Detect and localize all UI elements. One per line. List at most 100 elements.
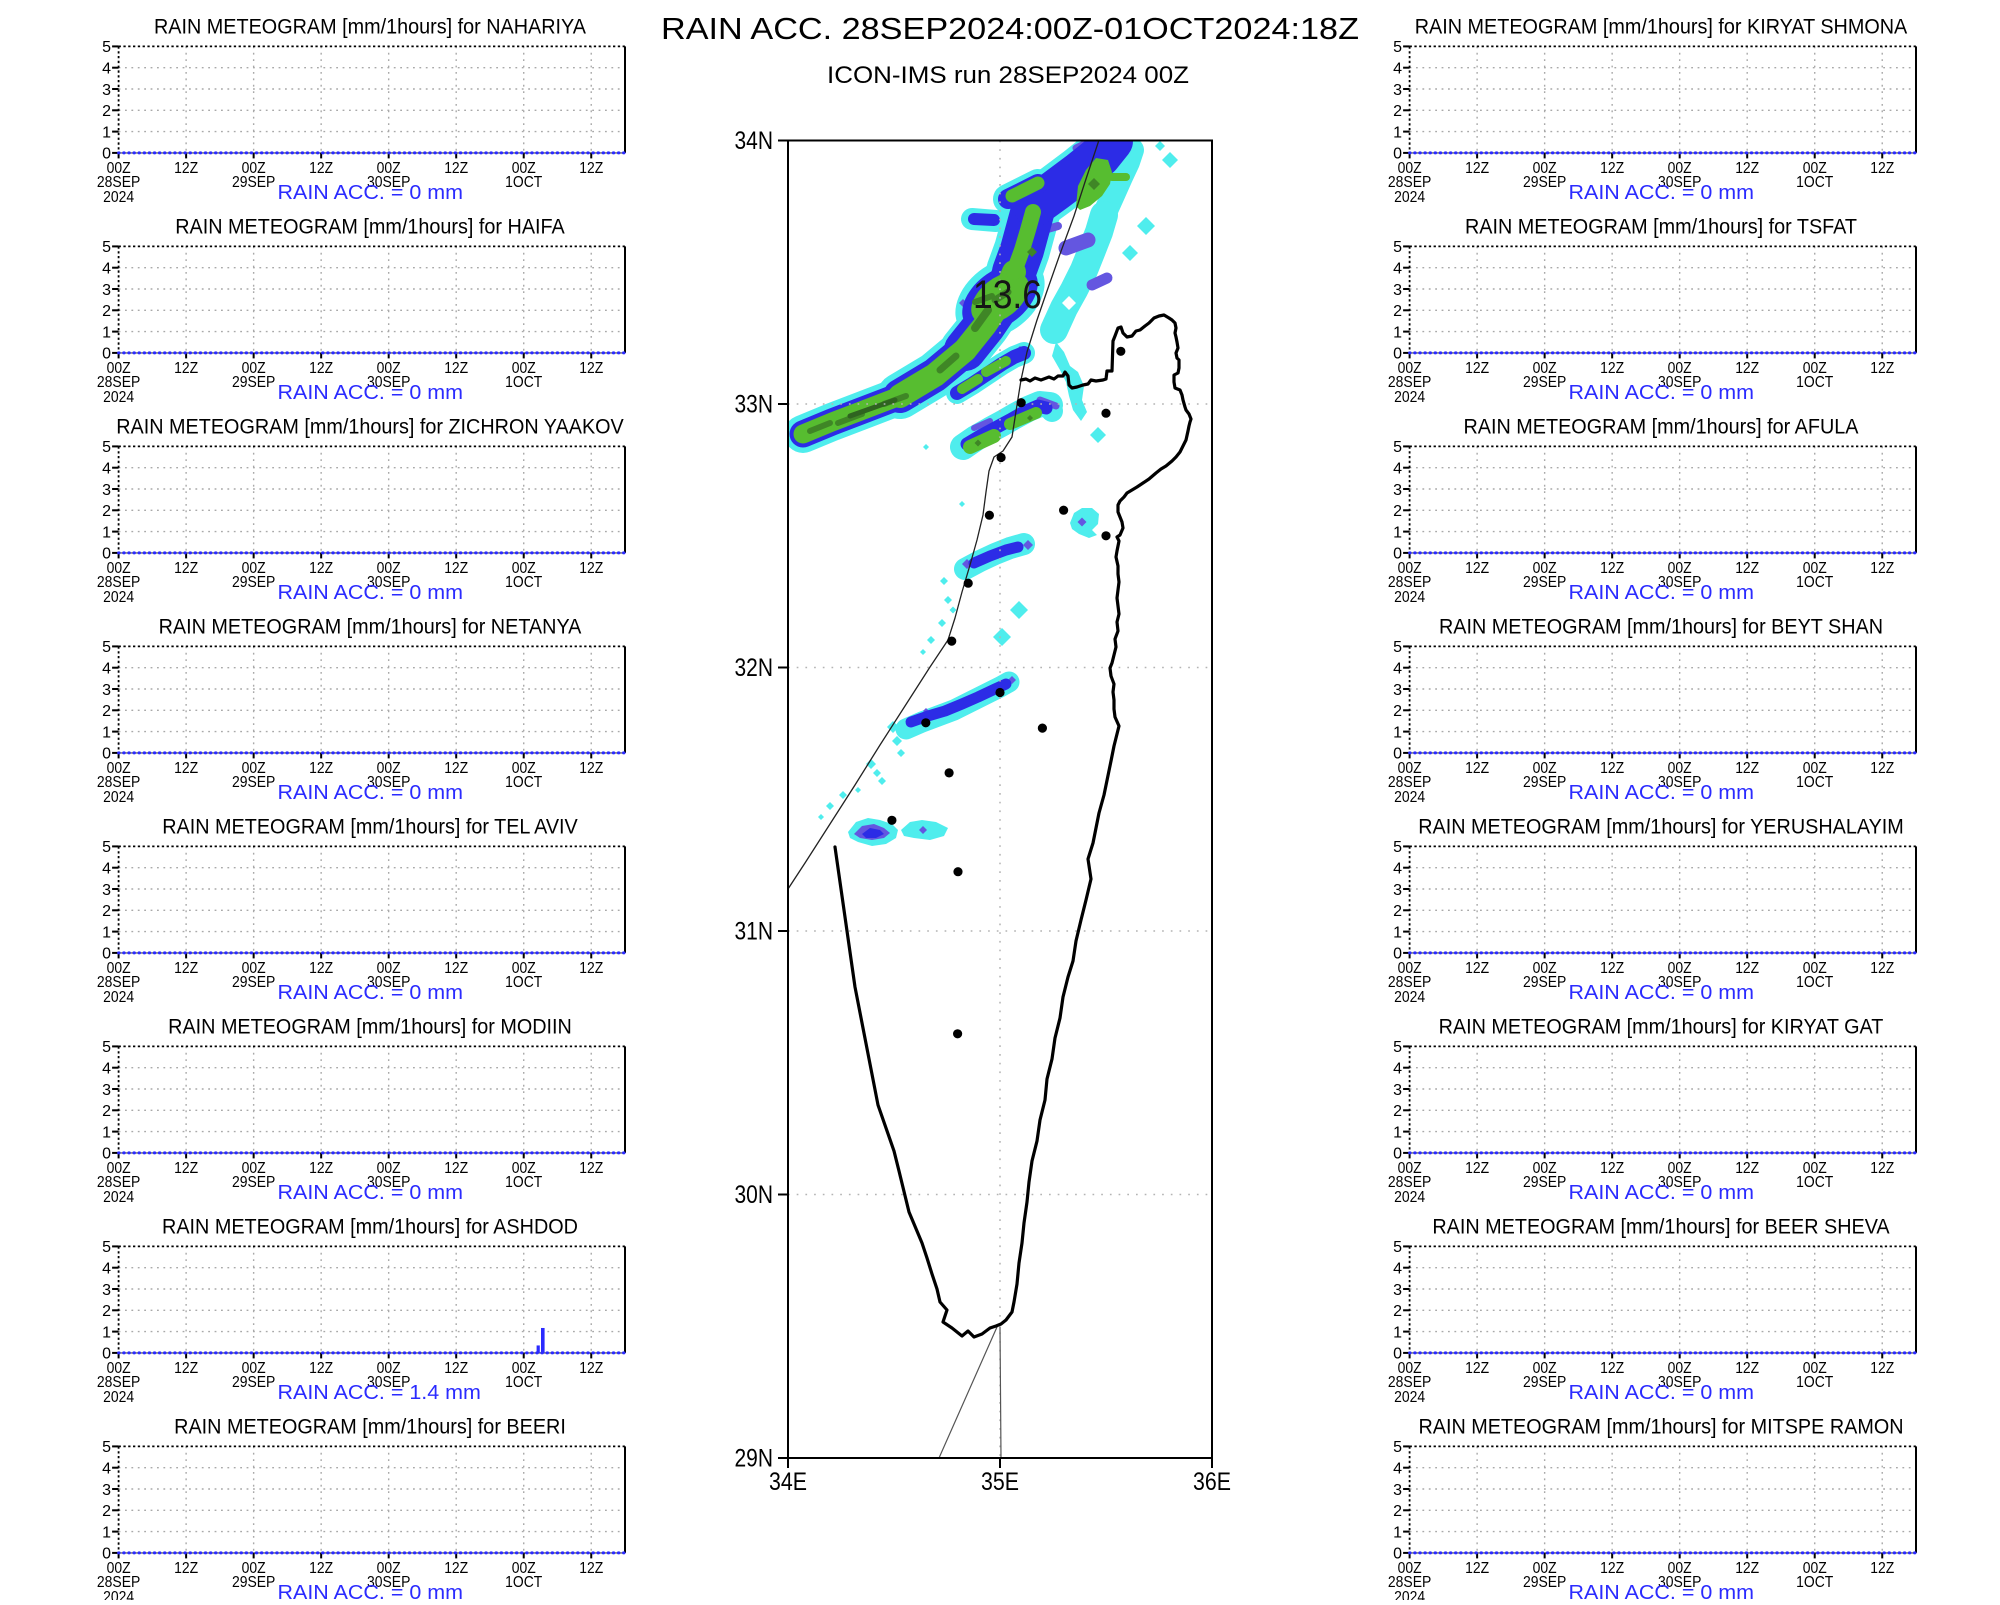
svg-text:00Z: 00Z xyxy=(1668,1560,1692,1577)
svg-text:1OCT: 1OCT xyxy=(1796,574,1834,591)
svg-text:12Z: 12Z xyxy=(309,1160,333,1177)
svg-text:RAIN METEOGRAM [mm/1hours] for: RAIN METEOGRAM [mm/1hours] for YERUSHALA… xyxy=(1418,816,1904,839)
svg-text:3: 3 xyxy=(102,282,111,299)
svg-text:1OCT: 1OCT xyxy=(505,1374,543,1391)
svg-text:2: 2 xyxy=(1393,103,1402,120)
svg-text:33N: 33N xyxy=(735,391,774,419)
svg-text:30SEP: 30SEP xyxy=(367,374,410,391)
svg-text:28SEP: 28SEP xyxy=(1388,174,1431,191)
svg-text:1: 1 xyxy=(1393,1324,1402,1341)
svg-text:1: 1 xyxy=(102,724,111,741)
svg-text:2: 2 xyxy=(102,503,111,520)
svg-text:29SEP: 29SEP xyxy=(232,1174,275,1191)
svg-text:12Z: 12Z xyxy=(1735,960,1759,977)
svg-text:1: 1 xyxy=(102,924,111,941)
svg-text:3: 3 xyxy=(1393,1482,1402,1499)
svg-text:RAIN ACC. 28SEP2024:00Z-01OCT2: RAIN ACC. 28SEP2024:00Z-01OCT2024:18Z xyxy=(661,11,1359,46)
svg-text:12Z: 12Z xyxy=(1465,360,1489,377)
svg-text:12Z: 12Z xyxy=(579,960,603,977)
svg-text:RAIN ACC. = 0 mm: RAIN ACC. = 0 mm xyxy=(1569,1382,1755,1404)
svg-text:00Z: 00Z xyxy=(1803,1160,1827,1177)
svg-text:1OCT: 1OCT xyxy=(505,1174,543,1191)
svg-text:29SEP: 29SEP xyxy=(232,774,275,791)
svg-text:12Z: 12Z xyxy=(444,560,468,577)
svg-text:28SEP: 28SEP xyxy=(1388,974,1431,991)
svg-text:4: 4 xyxy=(1393,1461,1402,1478)
svg-text:00Z: 00Z xyxy=(242,1160,266,1177)
svg-text:4: 4 xyxy=(102,1061,111,1078)
svg-text:32N: 32N xyxy=(735,654,774,682)
svg-text:RAIN ACC. = 1.4 mm: RAIN ACC. = 1.4 mm xyxy=(278,1382,481,1404)
svg-text:12Z: 12Z xyxy=(1735,160,1759,177)
svg-text:00Z: 00Z xyxy=(1533,360,1557,377)
svg-text:00Z: 00Z xyxy=(1803,360,1827,377)
svg-text:3: 3 xyxy=(1393,682,1402,699)
svg-text:00Z: 00Z xyxy=(1398,1160,1422,1177)
svg-text:RAIN METEOGRAM [mm/1hours] for: RAIN METEOGRAM [mm/1hours] for BEER SHEV… xyxy=(1432,1216,1889,1239)
svg-text:29SEP: 29SEP xyxy=(1523,374,1566,391)
svg-text:00Z: 00Z xyxy=(107,160,131,177)
svg-text:1OCT: 1OCT xyxy=(1796,1174,1834,1191)
svg-text:30SEP: 30SEP xyxy=(1658,1574,1701,1591)
svg-text:00Z: 00Z xyxy=(1533,1160,1557,1177)
svg-text:2024: 2024 xyxy=(103,1189,134,1206)
svg-text:12Z: 12Z xyxy=(1870,360,1894,377)
svg-text:2024: 2024 xyxy=(103,789,134,806)
svg-text:12Z: 12Z xyxy=(1465,1160,1489,1177)
svg-text:00Z: 00Z xyxy=(377,960,401,977)
svg-text:12Z: 12Z xyxy=(174,360,198,377)
svg-text:00Z: 00Z xyxy=(512,160,536,177)
svg-text:1OCT: 1OCT xyxy=(505,1574,543,1591)
svg-text:30SEP: 30SEP xyxy=(367,1574,410,1591)
svg-text:0: 0 xyxy=(102,346,111,363)
svg-text:5: 5 xyxy=(102,1039,111,1056)
svg-text:RAIN METEOGRAM [mm/1hours] for: RAIN METEOGRAM [mm/1hours] for NAHARIYA xyxy=(154,16,586,39)
svg-text:4: 4 xyxy=(1393,861,1402,878)
svg-text:3: 3 xyxy=(1393,1282,1402,1299)
svg-text:30SEP: 30SEP xyxy=(1658,774,1701,791)
svg-text:12Z: 12Z xyxy=(1465,160,1489,177)
svg-text:0: 0 xyxy=(102,746,111,763)
svg-text:00Z: 00Z xyxy=(512,560,536,577)
svg-text:00Z: 00Z xyxy=(1398,1560,1422,1577)
svg-text:28SEP: 28SEP xyxy=(97,1374,140,1391)
svg-text:00Z: 00Z xyxy=(512,1360,536,1377)
svg-text:12Z: 12Z xyxy=(1870,1360,1894,1377)
svg-text:00Z: 00Z xyxy=(242,1560,266,1577)
svg-text:1: 1 xyxy=(102,524,111,541)
svg-text:00Z: 00Z xyxy=(242,960,266,977)
svg-text:RAIN ACC. = 0 mm: RAIN ACC. = 0 mm xyxy=(278,382,464,404)
svg-text:5: 5 xyxy=(1393,639,1402,656)
svg-text:3: 3 xyxy=(1393,882,1402,899)
svg-text:2024: 2024 xyxy=(1394,1589,1425,1600)
svg-text:2024: 2024 xyxy=(103,1589,134,1600)
svg-text:29N: 29N xyxy=(735,1445,774,1473)
svg-text:28SEP: 28SEP xyxy=(1388,774,1431,791)
svg-text:00Z: 00Z xyxy=(1668,160,1692,177)
svg-text:30SEP: 30SEP xyxy=(367,974,410,991)
svg-text:12Z: 12Z xyxy=(1735,1160,1759,1177)
svg-text:5: 5 xyxy=(102,639,111,656)
svg-text:3: 3 xyxy=(1393,82,1402,99)
svg-text:00Z: 00Z xyxy=(377,160,401,177)
svg-text:28SEP: 28SEP xyxy=(1388,374,1431,391)
svg-text:2024: 2024 xyxy=(1394,989,1425,1006)
svg-text:5: 5 xyxy=(102,1239,111,1256)
svg-text:12Z: 12Z xyxy=(174,1560,198,1577)
svg-text:2: 2 xyxy=(102,103,111,120)
svg-text:00Z: 00Z xyxy=(1668,1160,1692,1177)
svg-text:12Z: 12Z xyxy=(579,1160,603,1177)
svg-text:00Z: 00Z xyxy=(377,360,401,377)
svg-text:12Z: 12Z xyxy=(309,160,333,177)
svg-text:5: 5 xyxy=(1393,839,1402,856)
svg-text:28SEP: 28SEP xyxy=(97,1574,140,1591)
svg-text:12Z: 12Z xyxy=(1870,160,1894,177)
svg-text:12Z: 12Z xyxy=(1600,560,1624,577)
svg-text:12Z: 12Z xyxy=(174,1160,198,1177)
svg-text:2024: 2024 xyxy=(1394,1189,1425,1206)
svg-text:4: 4 xyxy=(1393,261,1402,278)
svg-text:1: 1 xyxy=(1393,1524,1402,1541)
svg-text:5: 5 xyxy=(102,1439,111,1456)
svg-text:0: 0 xyxy=(1393,1346,1402,1363)
svg-text:2024: 2024 xyxy=(103,189,134,206)
